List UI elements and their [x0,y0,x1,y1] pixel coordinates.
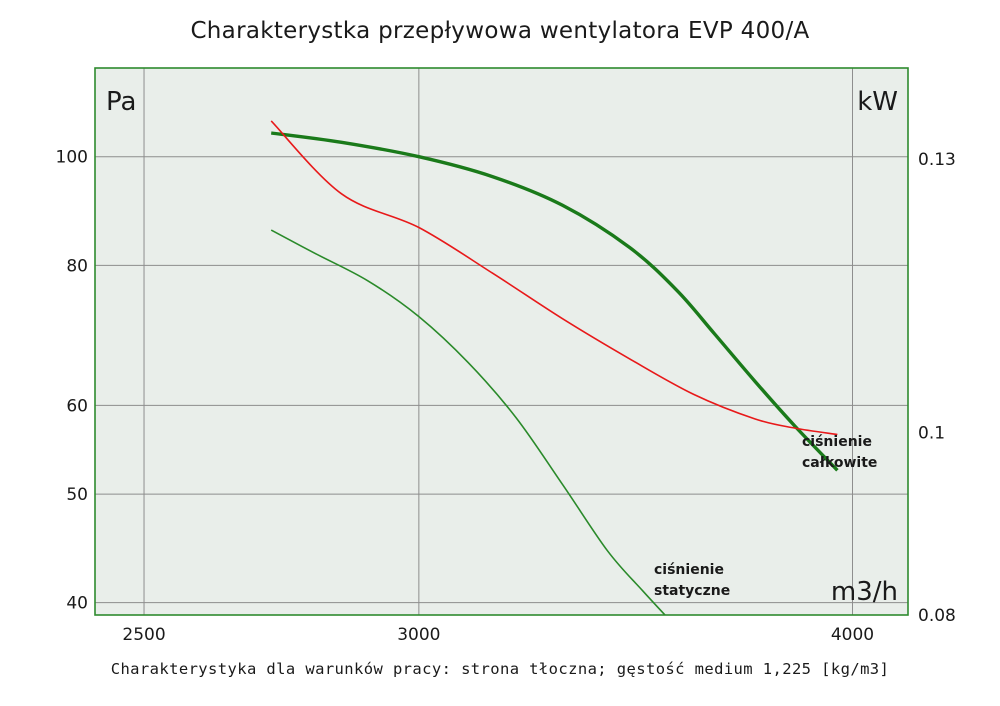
plot-frame [94,67,909,616]
series-line-cisnienie-calkowite [270,131,839,472]
plot-area [95,68,908,615]
x-tick-label: 2500 [122,625,165,645]
annotation-total-line1: ciśnienie [802,434,872,450]
x-tick-label: 4000 [831,625,874,645]
tick-labels: 2500 3000 4000 40 50 60 80 100 0.08 0.1 0.13 [56,148,956,645]
series-line-moc [270,120,838,436]
x-tick-label: 3000 [397,625,440,645]
series-group [270,120,839,615]
y-left-tick-label: 80 [66,256,88,276]
y-left-tick-label: 40 [66,594,88,614]
left-axis-unit: Pa [106,87,136,117]
y-left-tick-label: 60 [66,396,88,416]
y-left-tick-label: 50 [66,485,88,505]
right-axis-unit: kW [857,87,898,117]
chart-title: Charakterystka przepływowa wentylatora E… [190,18,810,44]
annotation-static-line2: statyczne [654,583,730,599]
y-right-tick-label: 0.08 [918,606,956,626]
y-left-tick-label: 100 [56,148,88,168]
chart-footnote: Charakterystyka dla warunków pracy: stro… [110,660,890,678]
x-axis-unit: m3/h [831,577,898,607]
grid [95,68,908,615]
y-right-tick-label: 0.13 [918,150,956,170]
series-line-cisnienie-statyczne [270,229,667,615]
annotation-total-line2: całkowite [802,455,877,471]
y-right-tick-label: 0.1 [918,424,945,444]
annotation-static-line1: ciśnienie [654,562,724,578]
